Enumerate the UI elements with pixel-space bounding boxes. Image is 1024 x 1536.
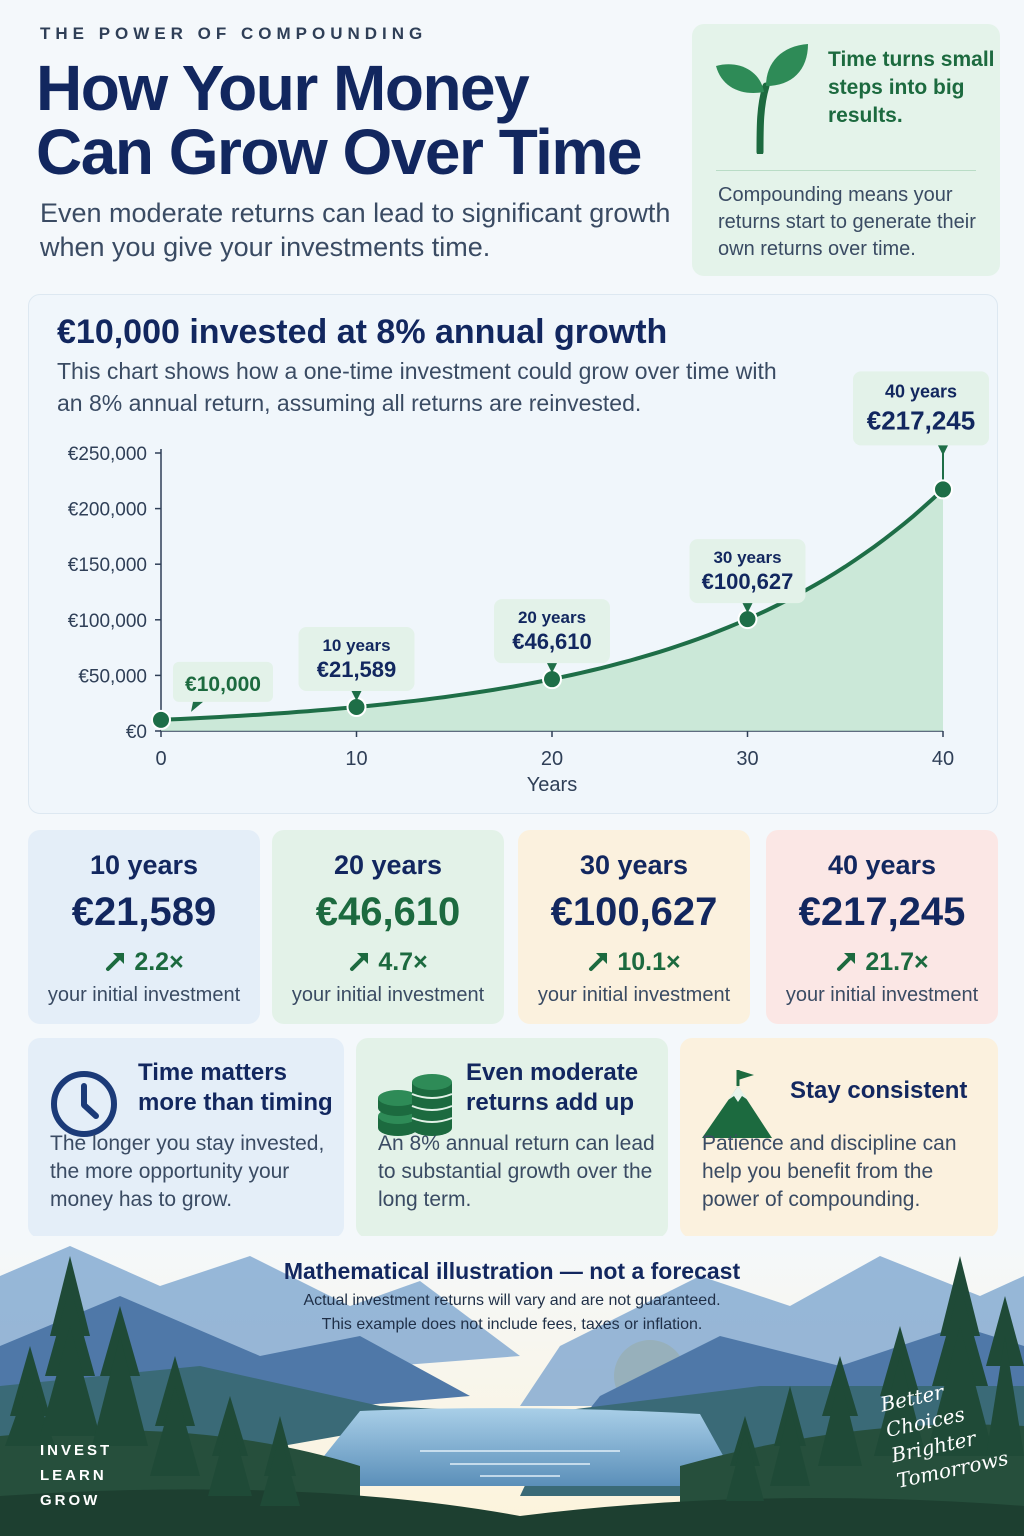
callout-pointer — [938, 445, 948, 456]
callout-years: 40 years — [885, 381, 957, 401]
tip-stay-consistent: Stay consistent Patience and discipline … — [680, 1038, 998, 1238]
stat-multiple: 2.2× — [28, 948, 260, 977]
tip-body: An 8% annual return can lead to substant… — [378, 1132, 655, 1211]
stat-value: €217,245 — [798, 890, 966, 934]
callout-years: 20 years — [518, 608, 586, 627]
coins-icon — [378, 1074, 453, 1136]
x-tick-label: 0 — [155, 748, 166, 770]
sprout-icon — [716, 44, 808, 154]
callout-box — [689, 539, 806, 604]
title-line-2: Can Grow Over Time — [36, 116, 642, 188]
callout-value: €46,610 — [512, 629, 592, 654]
trend-arrow-icon — [106, 953, 125, 971]
stat-card-40-years: 40 years €217,245 21.7× your initial inv… — [766, 830, 998, 1024]
mountain-flag-icon — [702, 1070, 772, 1138]
stat-multiple: 21.7× — [766, 948, 998, 977]
stat-multiple: 4.7× — [272, 948, 504, 977]
stat-multiple: 10.1× — [518, 948, 750, 977]
stat-caption: your initial investment — [537, 984, 731, 1006]
stat-card-20-years: 20 years €46,610 4.7× your initial inves… — [272, 830, 504, 1024]
callout-years: 10 years — [322, 636, 390, 655]
data-point — [933, 479, 953, 500]
y-tick-label: €0 — [126, 722, 147, 743]
trend-arrow-icon — [837, 953, 856, 971]
trend-arrow-icon — [589, 953, 608, 971]
tip-card: Time turns small steps into big results.… — [692, 24, 1000, 276]
tip-title: Stay consistent — [790, 1077, 968, 1104]
callout-pointer — [742, 603, 753, 614]
tip-title: Time matters more than timing — [138, 1059, 333, 1116]
stat-caption: your initial investment — [47, 984, 241, 1006]
tip-body: The longer you stay invested, the more o… — [50, 1132, 325, 1211]
stat-multiple-value: 4.7× — [378, 948, 428, 976]
title-line-1: How Your Money — [36, 52, 530, 124]
callout-value: €10,000 — [185, 673, 261, 696]
disclaimer-line-2: This example does not include fees, taxe… — [321, 1316, 703, 1333]
tip-time-matters: Time matters more than timing The longer… — [28, 1038, 344, 1238]
x-tick-label: 40 — [932, 748, 954, 770]
trend-arrow-icon — [350, 953, 369, 971]
chart-title: €10,000 invested at 8% annual growth — [57, 313, 668, 351]
brand-line-3: GROW — [40, 1492, 101, 1509]
eyebrow-label: THE POWER OF COMPOUNDING — [40, 24, 428, 43]
tip-body: Patience and discipline can help you ben… — [702, 1132, 957, 1211]
data-point — [151, 709, 171, 730]
stat-multiple-value: 2.2× — [134, 948, 184, 976]
y-tick-label: €150,000 — [68, 555, 147, 576]
x-axis-title: Years — [527, 774, 577, 796]
callout-box — [853, 371, 989, 446]
tip-moderate-returns: Even moderate returns add up An 8% annua… — [356, 1038, 668, 1238]
stat-card-10-years: 10 years €21,589 2.2× your initial inves… — [28, 830, 260, 1024]
callout-value: €100,627 — [702, 569, 794, 594]
tip-divider — [716, 170, 976, 171]
stat-years: 20 years — [333, 850, 443, 880]
stat-value: €100,627 — [550, 890, 718, 934]
callout-years: 30 years — [713, 548, 781, 567]
callout-pointer — [351, 690, 362, 701]
stat-years: 40 years — [827, 850, 937, 880]
callout-value: €21,589 — [317, 657, 397, 682]
stat-value: €46,610 — [315, 890, 461, 934]
growth-chart: €0 €50,000 €100,000 €150,000 €200,000 €250,00… — [68, 371, 989, 796]
stat-caption: your initial investment — [291, 984, 485, 1006]
stat-caption: your initial investment — [785, 984, 979, 1006]
callout-box — [494, 599, 610, 664]
disclaimer-title: Mathematical illustration — not a foreca… — [283, 1258, 741, 1284]
y-tick-label: €50,000 — [78, 666, 147, 687]
clock-icon — [51, 1071, 117, 1137]
stat-card-30-years: 30 years €100,627 10.1× your initial inv… — [518, 830, 750, 1024]
landscape-illustration — [0, 1236, 1024, 1536]
chart-description: This chart shows how a one-time investme… — [57, 358, 777, 416]
x-tick-label: 20 — [541, 748, 563, 770]
y-tick-label: €100,000 — [68, 611, 147, 632]
callout-pointer — [547, 663, 557, 674]
y-tick-label: €250,000 — [68, 444, 147, 465]
y-tick-label: €200,000 — [68, 500, 147, 521]
disclaimer-line-1: Actual investment returns will vary and … — [303, 1292, 721, 1309]
x-tick-label: 30 — [736, 748, 758, 770]
tip-body: Compounding means your returns start to … — [718, 184, 976, 260]
chart-card: €10,000 invested at 8% annual growth Thi… — [28, 294, 998, 814]
brand-line-2: LEARN — [40, 1467, 107, 1484]
brand-tagline: INVEST LEARN GROW — [40, 1438, 112, 1513]
tip-headline: Time turns small steps into big results. — [828, 48, 995, 127]
stat-multiple-value: 21.7× — [865, 948, 929, 976]
stat-years: 30 years — [579, 850, 689, 880]
page-title: How Your Money Can Grow Over Time — [36, 56, 686, 184]
growth-area — [161, 489, 943, 731]
brand-line-1: INVEST — [40, 1442, 113, 1459]
callout-value: €217,245 — [867, 405, 975, 435]
tip-title: Even moderate returns add up — [466, 1059, 639, 1116]
page-subtitle: Even moderate returns can lead to signif… — [40, 198, 671, 262]
callout-box — [298, 626, 415, 691]
stat-multiple-value: 10.1× — [617, 948, 681, 976]
x-tick-label: 10 — [345, 748, 367, 770]
stat-value: €21,589 — [71, 890, 217, 934]
stat-years: 10 years — [89, 850, 199, 880]
callout-box — [173, 661, 273, 702]
callout-pointer — [191, 701, 203, 712]
